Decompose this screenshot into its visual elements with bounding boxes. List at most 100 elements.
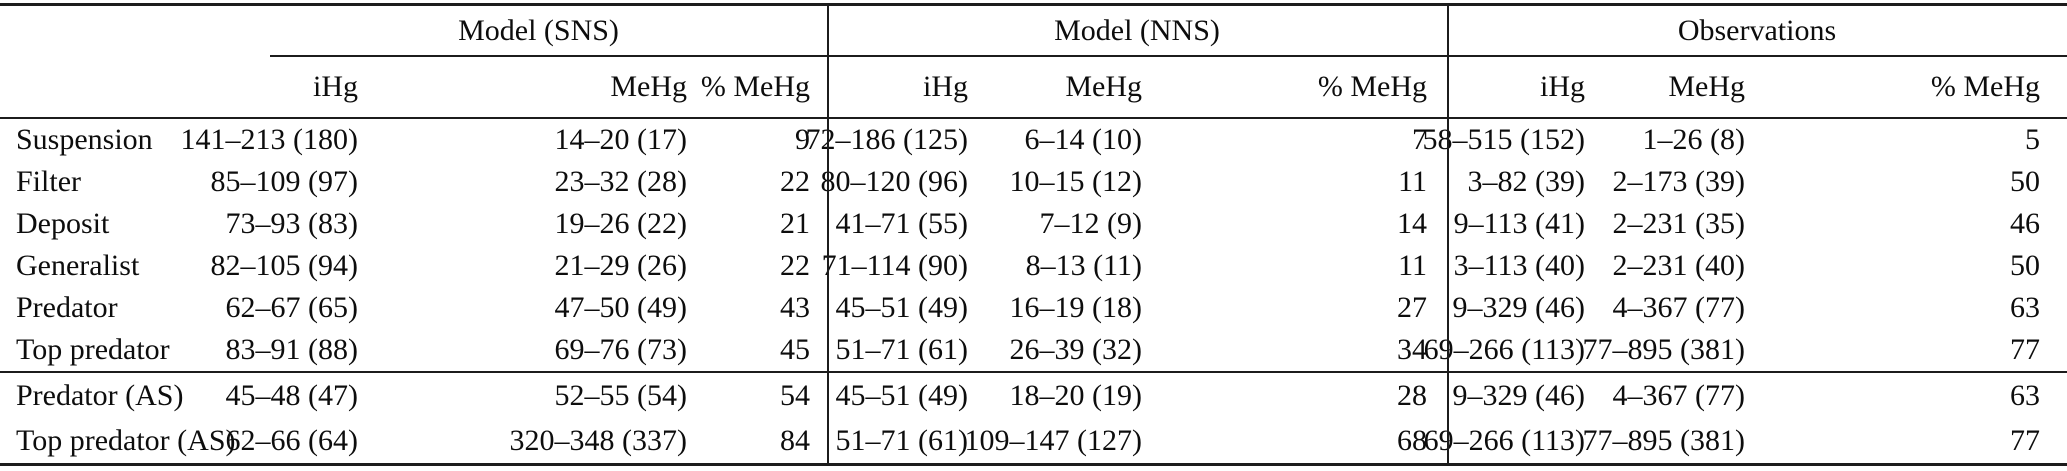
cell-nns-ihg: 80–120 (96) bbox=[820, 165, 968, 198]
cell-obs-pct-mehg: 77 bbox=[2010, 423, 2040, 457]
cell-obs-mehg: 4–367 (77) bbox=[1612, 291, 1745, 324]
cell-nns-mehg: 26–39 (32) bbox=[1009, 333, 1142, 366]
cell-sns-mehg: 52–55 (54) bbox=[554, 378, 687, 412]
cell-nns-pct-mehg: 27 bbox=[1397, 291, 1427, 324]
row-label-predator-as: Predator (AS) bbox=[16, 378, 184, 412]
cell-sns-mehg: 21–29 (26) bbox=[554, 249, 687, 282]
cell-sns-ihg: 83–91 (88) bbox=[225, 333, 358, 366]
row-label-deposit: Deposit bbox=[16, 207, 110, 240]
cell-nns-pct-mehg: 68 bbox=[1397, 423, 1427, 457]
cell-obs-mehg: 1–26 (8) bbox=[1642, 123, 1745, 156]
cell-obs-mehg: 2–231 (35) bbox=[1612, 207, 1745, 240]
col-header-sns-pct-mehg: % MeHg bbox=[700, 70, 810, 103]
cell-nns-ihg: 51–71 (61) bbox=[835, 333, 968, 366]
group-divider-nns-obs bbox=[1447, 6, 1449, 463]
top-rule bbox=[0, 3, 2067, 6]
header-rule bbox=[0, 117, 2067, 119]
row-label-top-predator: Top predator bbox=[16, 333, 170, 366]
cell-sns-mehg: 14–20 (17) bbox=[554, 123, 687, 156]
cell-nns-ihg: 41–71 (55) bbox=[835, 207, 968, 240]
cell-obs-ihg: 3–82 (39) bbox=[1467, 165, 1585, 198]
section-rule bbox=[0, 371, 2067, 373]
cell-obs-ihg: 69–266 (113) bbox=[1423, 423, 1585, 457]
cell-nns-pct-mehg: 11 bbox=[1398, 165, 1427, 198]
cell-sns-pct-mehg: 54 bbox=[780, 378, 810, 412]
cell-nns-pct-mehg: 14 bbox=[1397, 207, 1427, 240]
group-header-model-nns: Model (NNS) bbox=[1054, 13, 1220, 47]
cell-sns-pct-mehg: 22 bbox=[780, 249, 810, 282]
row-label-predator: Predator bbox=[16, 291, 118, 324]
col-header-obs-pct-mehg: % MeHg bbox=[1930, 70, 2040, 103]
cell-obs-ihg: 9–329 (46) bbox=[1452, 378, 1585, 412]
bottom-rule bbox=[0, 463, 2067, 466]
cell-obs-mehg: 77–895 (381) bbox=[1582, 423, 1745, 457]
cell-nns-pct-mehg: 7 bbox=[1412, 123, 1427, 156]
cell-nns-mehg: 18–20 (19) bbox=[1009, 378, 1142, 412]
col-header-obs-mehg: MeHg bbox=[1668, 70, 1745, 103]
cell-obs-pct-mehg: 50 bbox=[2010, 165, 2040, 198]
cell-obs-ihg: 58–515 (152) bbox=[1422, 123, 1585, 156]
cell-obs-pct-mehg: 77 bbox=[2010, 333, 2040, 366]
cell-sns-mehg: 69–76 (73) bbox=[554, 333, 687, 366]
row-label-suspension: Suspension bbox=[16, 123, 153, 156]
cell-nns-ihg: 51–71 (61) bbox=[835, 423, 968, 457]
cell-sns-ihg: 82–105 (94) bbox=[210, 249, 358, 282]
cell-sns-ihg: 73–93 (83) bbox=[225, 207, 358, 240]
cell-sns-ihg: 62–67 (65) bbox=[225, 291, 358, 324]
corner-spacer bbox=[0, 6, 250, 55]
col-header-nns-mehg: MeHg bbox=[1065, 70, 1142, 103]
row-label-filter: Filter bbox=[16, 165, 81, 198]
cell-obs-mehg: 2–173 (39) bbox=[1612, 165, 1745, 198]
cell-sns-pct-mehg: 9 bbox=[795, 123, 810, 156]
cell-sns-ihg: 45–48 (47) bbox=[225, 378, 358, 412]
cell-sns-mehg: 320–348 (337) bbox=[509, 423, 687, 457]
cell-nns-pct-mehg: 28 bbox=[1397, 378, 1427, 412]
cell-nns-mehg: 109–147 (127) bbox=[964, 423, 1142, 457]
cell-obs-mehg: 2–231 (40) bbox=[1612, 249, 1745, 282]
cell-nns-mehg: 16–19 (18) bbox=[1009, 291, 1142, 324]
col-header-nns-ihg: iHg bbox=[923, 70, 968, 103]
cell-nns-mehg: 10–15 (12) bbox=[1009, 165, 1142, 198]
header-spacer bbox=[0, 57, 250, 117]
col-header-sns-ihg: iHg bbox=[313, 70, 358, 103]
cell-obs-ihg: 3–113 (40) bbox=[1453, 249, 1585, 282]
cell-sns-mehg: 23–32 (28) bbox=[554, 165, 687, 198]
cell-obs-pct-mehg: 46 bbox=[2010, 207, 2040, 240]
cell-nns-mehg: 7–12 (9) bbox=[1039, 207, 1142, 240]
cell-nns-pct-mehg: 34 bbox=[1397, 333, 1427, 366]
cell-obs-pct-mehg: 5 bbox=[2025, 123, 2040, 156]
cell-nns-pct-mehg: 11 bbox=[1398, 249, 1427, 282]
cell-sns-pct-mehg: 43 bbox=[780, 291, 810, 324]
cell-nns-ihg: 45–51 (49) bbox=[835, 378, 968, 412]
cell-sns-pct-mehg: 22 bbox=[780, 165, 810, 198]
cell-sns-mehg: 47–50 (49) bbox=[554, 291, 687, 324]
cell-nns-ihg: 72–186 (125) bbox=[805, 123, 968, 156]
row-label-top-predator-as: Top predator (AS) bbox=[16, 423, 236, 457]
cell-sns-pct-mehg: 21 bbox=[780, 207, 810, 240]
cell-nns-mehg: 8–13 (11) bbox=[1025, 249, 1142, 282]
cell-sns-ihg: 62–66 (64) bbox=[225, 423, 358, 457]
cell-sns-pct-mehg: 84 bbox=[780, 423, 810, 457]
group-divider-sns-nns bbox=[827, 6, 829, 463]
cell-nns-ihg: 71–114 (90) bbox=[821, 249, 968, 282]
col-header-obs-ihg: iHg bbox=[1540, 70, 1585, 103]
group-header-model-sns: Model (SNS) bbox=[458, 13, 619, 47]
group-header-rule bbox=[270, 55, 2067, 57]
cell-nns-mehg: 6–14 (10) bbox=[1024, 123, 1142, 156]
cell-obs-mehg: 77–895 (381) bbox=[1582, 333, 1745, 366]
group-header-observations: Observations bbox=[1677, 13, 1837, 47]
col-header-nns-pct-mehg: % MeHg bbox=[1317, 70, 1427, 103]
cell-obs-mehg: 4–367 (77) bbox=[1612, 378, 1745, 412]
col-header-sns-mehg: MeHg bbox=[610, 70, 687, 103]
cell-sns-ihg: 85–109 (97) bbox=[210, 165, 358, 198]
cell-obs-pct-mehg: 63 bbox=[2010, 291, 2040, 324]
cell-sns-pct-mehg: 45 bbox=[780, 333, 810, 366]
cell-sns-ihg: 141–213 (180) bbox=[180, 123, 358, 156]
cell-sns-mehg: 19–26 (22) bbox=[554, 207, 687, 240]
mercury-concentration-table: Model (SNS) Model (NNS) Observations iHg… bbox=[0, 3, 2067, 466]
table-grid: Model (SNS) Model (NNS) Observations iHg… bbox=[0, 3, 2067, 466]
row-label-generalist: Generalist bbox=[16, 249, 140, 282]
cell-nns-ihg: 45–51 (49) bbox=[835, 291, 968, 324]
cell-obs-ihg: 9–329 (46) bbox=[1452, 291, 1585, 324]
cell-obs-pct-mehg: 50 bbox=[2010, 249, 2040, 282]
